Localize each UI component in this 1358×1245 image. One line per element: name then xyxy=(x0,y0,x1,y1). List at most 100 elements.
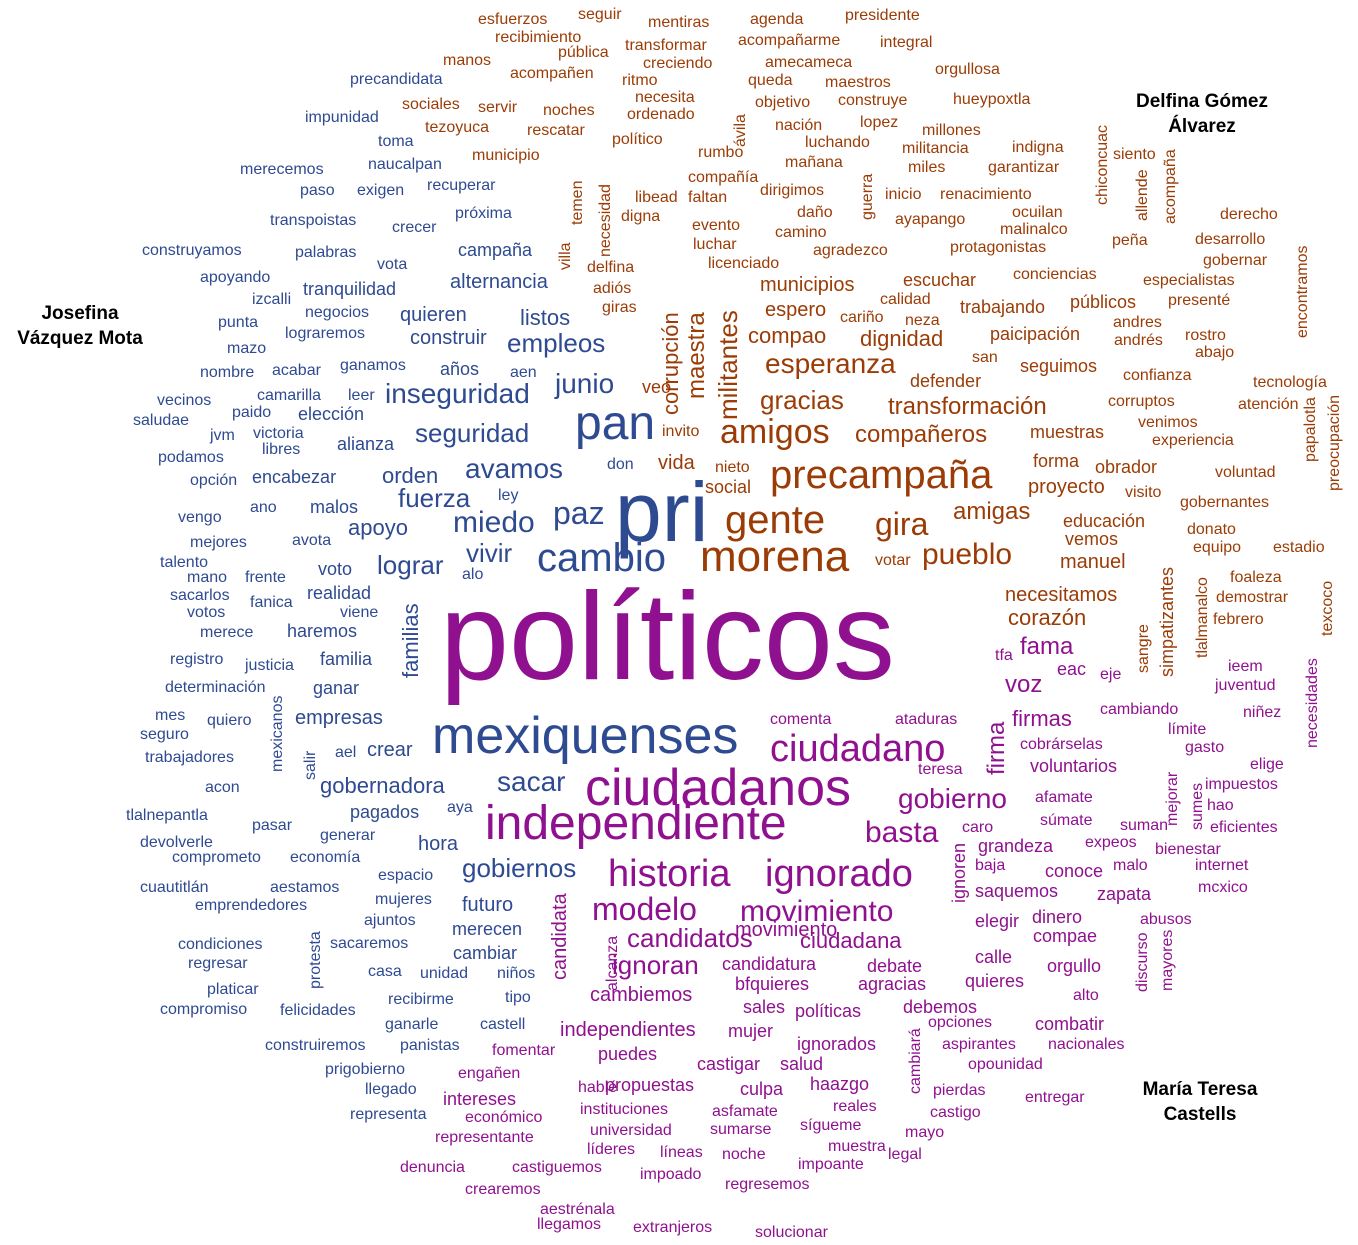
word-rumbo: rumbo xyxy=(698,144,744,161)
word-sacar: sacar xyxy=(497,766,566,797)
word-próxima: próxima xyxy=(455,205,512,222)
word-maestros: maestros xyxy=(825,74,891,91)
word-gobernar: gobernar xyxy=(1203,252,1268,269)
word-corazón: corazón xyxy=(1008,605,1087,630)
word-castell: castell xyxy=(480,1016,526,1033)
word-seguimos: seguimos xyxy=(1020,356,1098,376)
word-seguridad: seguridad xyxy=(415,418,530,448)
word-ganar: ganar xyxy=(313,678,360,698)
word-firmas: firmas xyxy=(1012,706,1072,731)
word-candidata: candidata xyxy=(549,893,571,980)
word-felicidades: felicidades xyxy=(280,1002,356,1019)
word-andres: andres xyxy=(1113,314,1162,331)
word-ignoren: ignoren xyxy=(949,842,969,903)
word-opción: opción xyxy=(190,472,238,489)
word-mujeres: mujeres xyxy=(375,891,432,908)
word-ignorado: ignorado xyxy=(765,853,913,895)
word-paido: paido xyxy=(232,404,272,421)
word-fomentar: fomentar xyxy=(492,1042,556,1059)
word-intereses: intereses xyxy=(443,1089,517,1109)
word-nación: nación xyxy=(775,117,823,134)
word-negocios: negocios xyxy=(305,304,370,321)
word-universidad: universidad xyxy=(590,1122,672,1139)
word-impoado: impoado xyxy=(640,1166,702,1183)
word-mujer: mujer xyxy=(728,1021,774,1041)
word-alternancia: alternancia xyxy=(450,271,548,293)
word-obrador: obrador xyxy=(1095,457,1158,477)
word-legal: legal xyxy=(888,1146,922,1163)
word-modelo: modelo xyxy=(592,891,697,927)
word-entregar: entregar xyxy=(1025,1089,1085,1106)
word-neza: neza xyxy=(905,312,940,329)
word-internet: internet xyxy=(1195,857,1249,874)
word-eje: eje xyxy=(1100,666,1122,683)
word-familias: familias xyxy=(398,603,423,678)
word-culpa: culpa xyxy=(740,1079,784,1099)
label-josefina-vazquez-mota: Josefina Vázquez Mota xyxy=(0,302,160,351)
word-historia: historia xyxy=(608,853,731,895)
word-jvm: jvm xyxy=(210,427,235,444)
word-ocuilan: ocuilan xyxy=(1012,204,1063,221)
word-municipio: municipio xyxy=(472,147,540,164)
word-camino: camino xyxy=(775,224,827,241)
word-propuestas: propuestas xyxy=(605,1075,695,1095)
word-crearemos: crearemos xyxy=(465,1181,541,1198)
word-texcoco: texcoco xyxy=(1319,580,1336,636)
word-rescatar: rescatar xyxy=(527,122,585,139)
word-públicos: públicos xyxy=(1070,292,1137,312)
word-juventud: juventud xyxy=(1215,677,1276,694)
word-economía: economía xyxy=(290,849,361,866)
word-agracias: agracias xyxy=(858,974,927,994)
word-militancia: militancia xyxy=(902,140,969,157)
word-económico: económico xyxy=(465,1109,543,1126)
word-construiremos: construiremos xyxy=(265,1037,366,1054)
word-firma: firma xyxy=(983,721,1010,775)
word-digna: digna xyxy=(621,208,661,225)
word-municipios: municipios xyxy=(760,274,855,296)
word-paso: paso xyxy=(300,182,335,199)
word-encabezar: encabezar xyxy=(252,467,337,487)
word-instituciones: instituciones xyxy=(580,1101,669,1118)
word-gracias: gracias xyxy=(760,385,844,415)
word-encontramos: encontramos xyxy=(1294,245,1311,339)
word-haazgo: haazgo xyxy=(810,1074,870,1094)
word-sumes: sumes xyxy=(1189,782,1206,830)
word-tecnología: tecnología xyxy=(1253,374,1327,391)
word-victoria: victoria xyxy=(253,425,304,442)
word-regresemos: regresemos xyxy=(725,1176,810,1193)
word-viene: viene xyxy=(340,604,379,621)
word-ciudadana: ciudadana xyxy=(800,928,902,953)
word-integral: integral xyxy=(880,34,933,51)
word-lograremos: lograremos xyxy=(285,325,366,342)
word-seguir: seguir xyxy=(578,6,622,23)
word-aen: aen xyxy=(510,364,537,381)
word-alianza: alianza xyxy=(337,434,395,454)
label-josefina-line2: Vázquez Mota xyxy=(17,327,143,349)
word-lograr: lograr xyxy=(377,550,444,580)
word-aspirantes: aspirantes xyxy=(942,1036,1016,1053)
word-amigos: amigos xyxy=(720,413,830,451)
word-platicar: platicar xyxy=(207,981,259,998)
word-transformar: transformar xyxy=(625,37,707,54)
word-necesita: necesita xyxy=(635,89,695,106)
word-independientes: independientes xyxy=(560,1019,696,1041)
word-foaleza: foaleza xyxy=(1230,569,1282,586)
word-siento: siento xyxy=(1113,146,1156,163)
word-ieem: ieem xyxy=(1228,658,1263,675)
word-vemos: vemos xyxy=(1065,529,1119,549)
word-paz: paz xyxy=(553,495,605,531)
word-protagonistas: protagonistas xyxy=(950,239,1047,256)
word-voz: voz xyxy=(1005,671,1043,698)
word-pri: pri xyxy=(615,465,709,559)
word-gobiernos: gobiernos xyxy=(462,853,577,883)
word-abusos: abusos xyxy=(1140,911,1192,928)
word-punta: punta xyxy=(218,314,259,331)
word-aya: aya xyxy=(447,799,473,816)
word-gobierno: gobierno xyxy=(898,783,1007,814)
word-castigar: castigar xyxy=(697,1054,761,1074)
word-donato: donato xyxy=(1187,521,1236,538)
word-presidente: presidente xyxy=(845,7,920,24)
word-compae: compae xyxy=(1033,926,1098,946)
word-abajo: abajo xyxy=(1195,344,1235,361)
word-baja: baja xyxy=(975,857,1006,874)
